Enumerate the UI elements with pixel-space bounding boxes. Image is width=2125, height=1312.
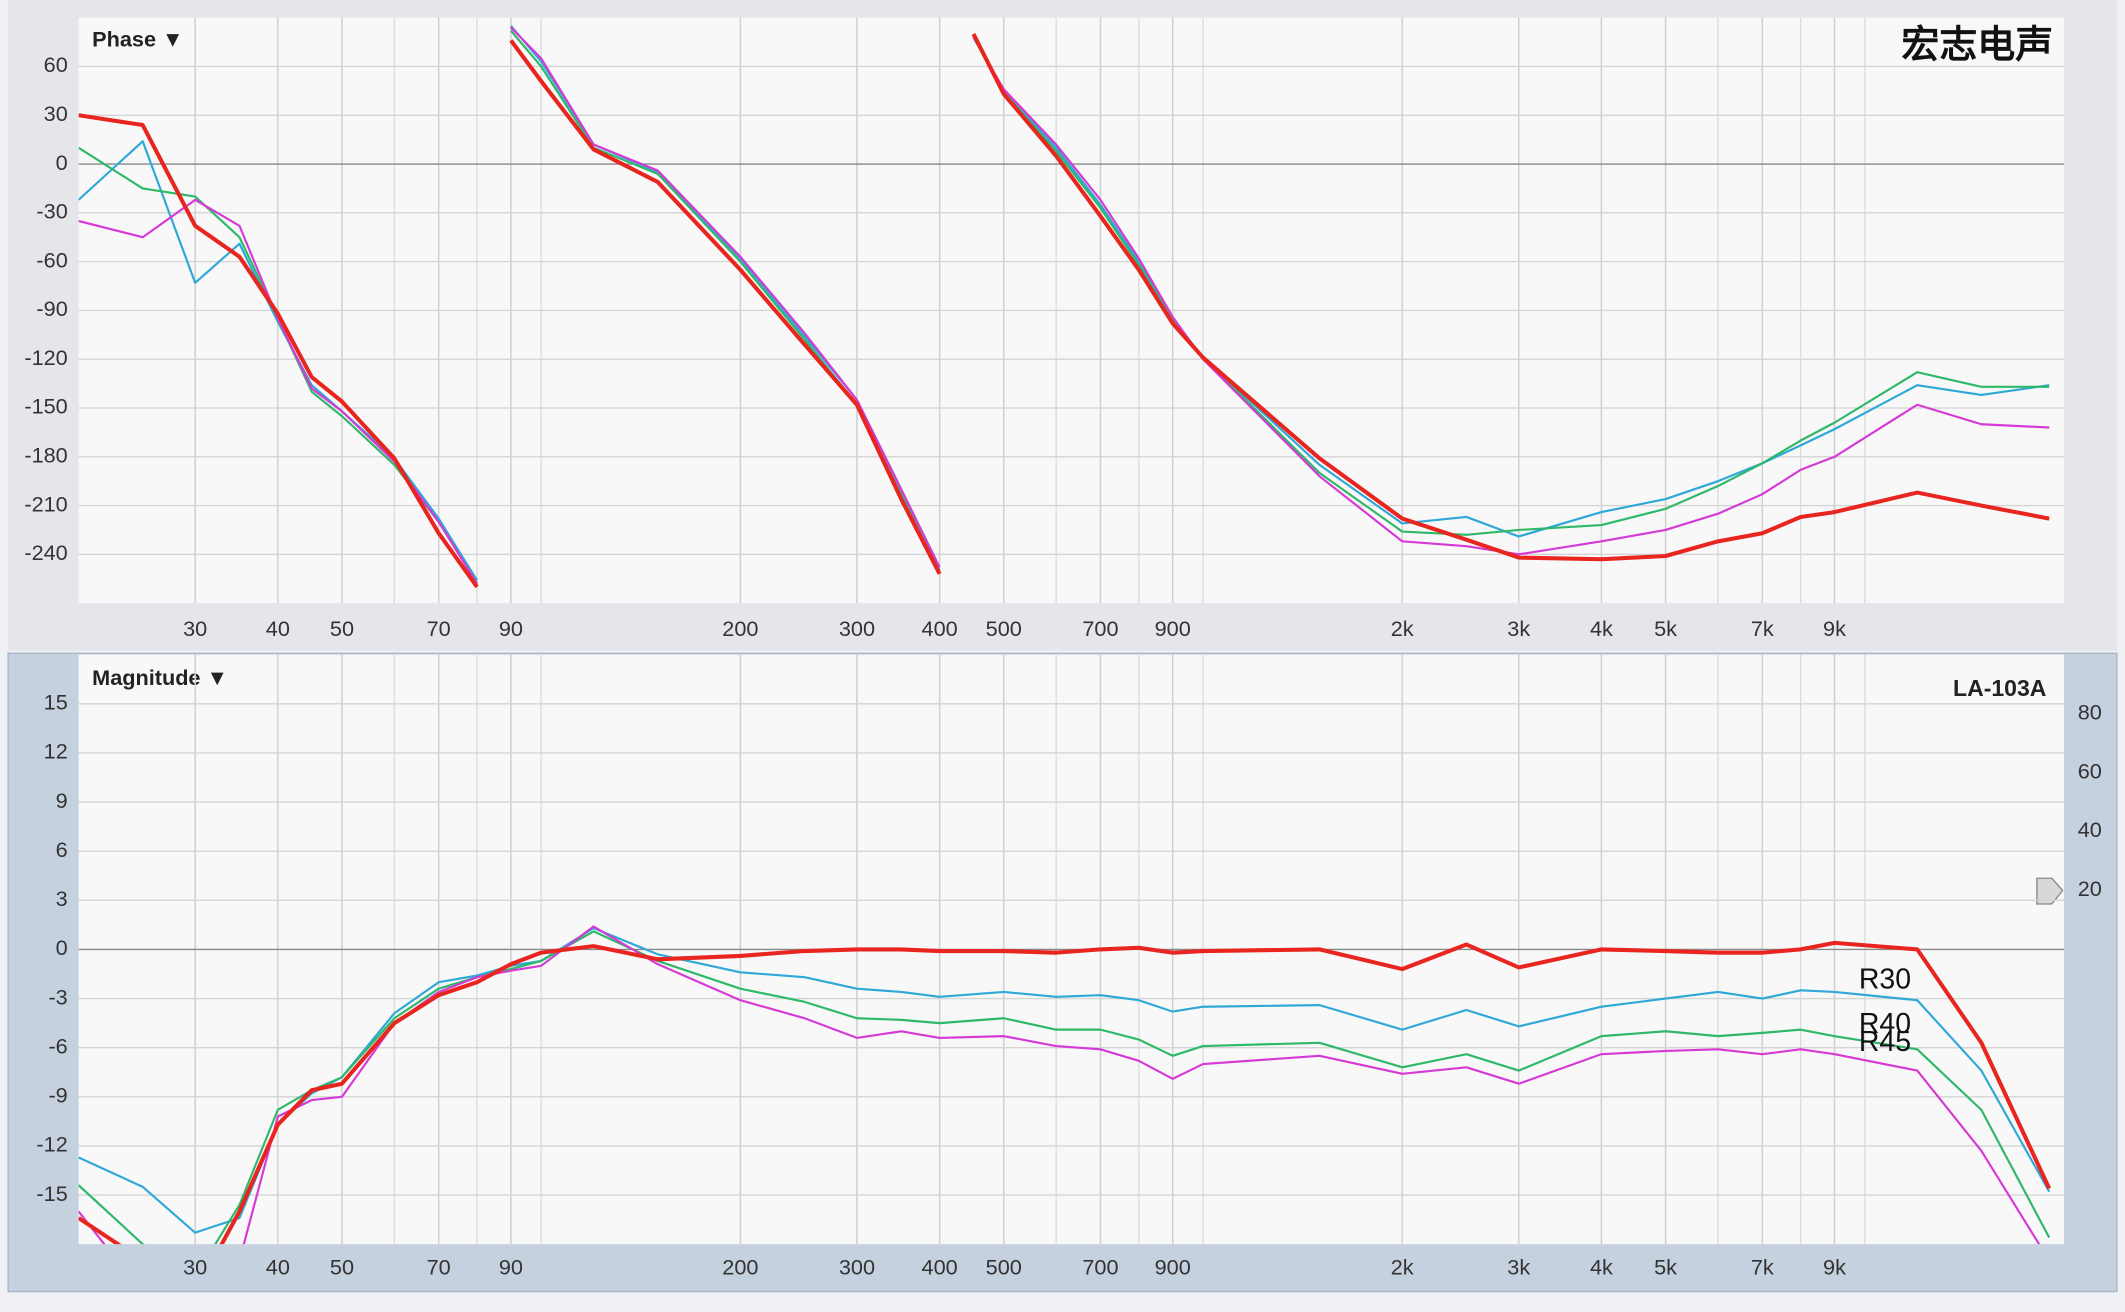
x-tick-label: 30: [183, 616, 207, 641]
y-tick-label: 60: [44, 52, 68, 77]
x-tick-label: 500: [986, 1254, 1022, 1279]
y-tick-label: 6: [56, 837, 68, 862]
y-tick-label: -3: [48, 984, 67, 1009]
x-tick-label: 300: [839, 1254, 875, 1279]
x-tick-label: 200: [722, 616, 758, 641]
x-tick-label: 300: [839, 616, 875, 641]
x-tick-label: 900: [1155, 616, 1191, 641]
series-label: R40: [1859, 1008, 1911, 1040]
watermark: 宏志电声: [1901, 25, 2053, 67]
y-tick-label: -15: [36, 1181, 67, 1206]
x-tick-label: 50: [330, 1254, 354, 1279]
x-tick-label: 400: [922, 616, 958, 641]
x-tick-label: 2k: [1391, 1254, 1414, 1279]
x-tick-label: 3k: [1507, 1254, 1530, 1279]
y-tick-label: -210: [24, 491, 67, 516]
x-tick-label: 4k: [1590, 616, 1613, 641]
x-tick-label: 5k: [1654, 616, 1677, 641]
y-tick-label: -120: [24, 345, 67, 370]
series-line: [78, 925, 2041, 1245]
x-tick-label: 5k: [1654, 1254, 1677, 1279]
model-label: LA-103A: [1953, 675, 2047, 701]
y2-tick-label: 20: [2078, 876, 2102, 901]
y-tick-label: 9: [56, 788, 68, 813]
x-tick-label: 200: [722, 1254, 758, 1279]
x-tick-label: 50: [330, 616, 354, 641]
phase-title[interactable]: Phase ▼: [92, 26, 183, 51]
y-tick-label: -240: [24, 540, 67, 565]
y-tick-label: -90: [36, 296, 67, 321]
x-tick-label: 700: [1082, 1254, 1118, 1279]
y-tick-label: 3: [56, 886, 68, 911]
y-tick-label: 0: [56, 150, 68, 175]
x-tick-label: 500: [986, 616, 1022, 641]
series-group: [78, 25, 2050, 589]
series-label: R30: [1859, 964, 1911, 996]
x-tick-label: 9k: [1823, 1254, 1846, 1279]
x-tick-label: 90: [499, 1254, 523, 1279]
x-tick-label: 70: [427, 1254, 451, 1279]
y-tick-label: -30: [36, 199, 67, 224]
y-tick-label: -180: [24, 443, 67, 468]
y2-tick-label: 80: [2078, 699, 2102, 724]
x-tick-label: 2k: [1391, 616, 1414, 641]
x-tick-label: 3k: [1507, 616, 1530, 641]
x-tick-label: 70: [427, 616, 451, 641]
magnitude-title[interactable]: Magnitude ▼: [92, 665, 228, 690]
y-tick-label: -60: [36, 247, 67, 272]
y-tick-label: -9: [48, 1083, 67, 1108]
x-tick-label: 4k: [1590, 1254, 1613, 1279]
y-tick-label: 30: [44, 101, 68, 126]
series-group: [78, 925, 2052, 1245]
x-tick-label: 90: [499, 616, 523, 641]
x-tick-label: 7k: [1751, 1254, 1774, 1279]
y-tick-label: -150: [24, 394, 67, 419]
y-tick-label: -12: [36, 1132, 67, 1157]
series-label: R45: [1859, 1026, 1911, 1058]
y2-tick-label: 60: [2078, 758, 2102, 783]
y-tick-label: 12: [44, 739, 68, 764]
y-tick-label: 15: [44, 690, 68, 715]
x-tick-label: 400: [922, 1254, 958, 1279]
y-tick-label: -6: [48, 1033, 67, 1058]
x-tick-label: 7k: [1751, 616, 1774, 641]
series-line: [78, 930, 2051, 1245]
grid: [78, 17, 2065, 604]
x-tick-label: 30: [183, 1254, 207, 1279]
x-tick-label: 700: [1082, 616, 1118, 641]
y2-tick-label: 40: [2078, 817, 2102, 842]
x-tick-label: 9k: [1823, 616, 1846, 641]
series-line: [78, 33, 2050, 589]
x-tick-label: 900: [1155, 1254, 1191, 1279]
x-tick-label: 40: [266, 1254, 290, 1279]
x-tick-label: 40: [266, 616, 290, 641]
series-line: [78, 940, 2052, 1245]
y-tick-label: 0: [56, 935, 68, 960]
